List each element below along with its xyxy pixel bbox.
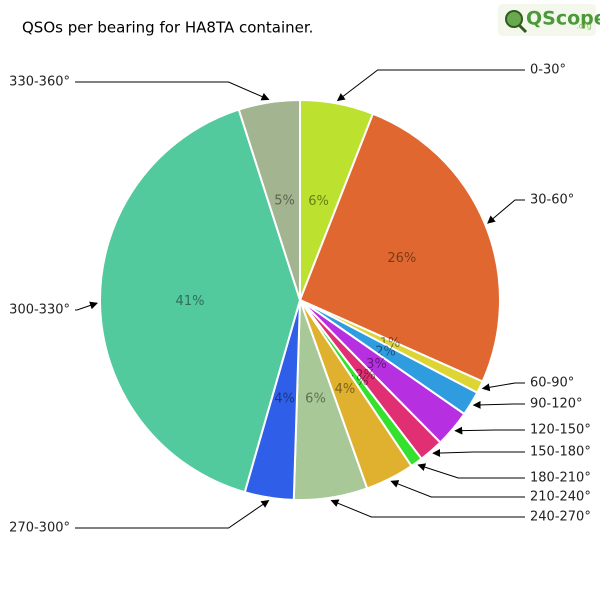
callout-line <box>390 480 525 498</box>
category-label: 240-270° <box>530 510 591 525</box>
callout-line <box>75 81 270 101</box>
category-label: 30-60° <box>530 193 574 208</box>
data-label: 3% <box>366 357 387 372</box>
callout-line <box>330 499 525 518</box>
category-label: 300-330° <box>9 303 70 318</box>
category-label: 90-120° <box>530 397 583 412</box>
callout-line <box>417 463 525 479</box>
data-label: 26% <box>387 251 416 266</box>
logo-text: QScope <box>526 8 600 30</box>
data-label: 41% <box>176 294 205 309</box>
callout-line <box>75 301 98 311</box>
pie-slice <box>99 108 302 494</box>
logo-suffix: .org <box>576 22 592 31</box>
callout-line <box>454 426 525 435</box>
category-label: 120-150° <box>530 423 591 438</box>
category-label: 330-360° <box>9 75 70 90</box>
category-label: 150-180° <box>530 445 591 460</box>
callout-line <box>472 400 525 409</box>
category-label: 60-90° <box>530 376 574 391</box>
data-label: 4% <box>274 391 295 406</box>
data-label: 4% <box>335 382 356 397</box>
logo: QScope .org <box>498 4 600 36</box>
category-label: 180-210° <box>530 471 591 486</box>
data-label: 5% <box>274 194 295 209</box>
callout-line <box>75 499 270 529</box>
pie-slice <box>237 98 301 301</box>
logo-icon-handle <box>517 23 528 34</box>
callout-line <box>487 199 525 224</box>
chart-title: QSOs per bearing for HA8TA container. <box>22 19 313 37</box>
data-label: 6% <box>305 391 326 406</box>
logo-icon <box>505 10 523 28</box>
callout-line <box>336 69 525 102</box>
pie-slice <box>298 112 501 383</box>
callout-line <box>432 449 525 458</box>
category-label: 210-240° <box>530 490 591 505</box>
data-label: 6% <box>308 194 329 209</box>
category-label: 0-30° <box>530 63 566 78</box>
category-label: 270-300° <box>9 521 70 536</box>
callout-line <box>481 382 525 392</box>
